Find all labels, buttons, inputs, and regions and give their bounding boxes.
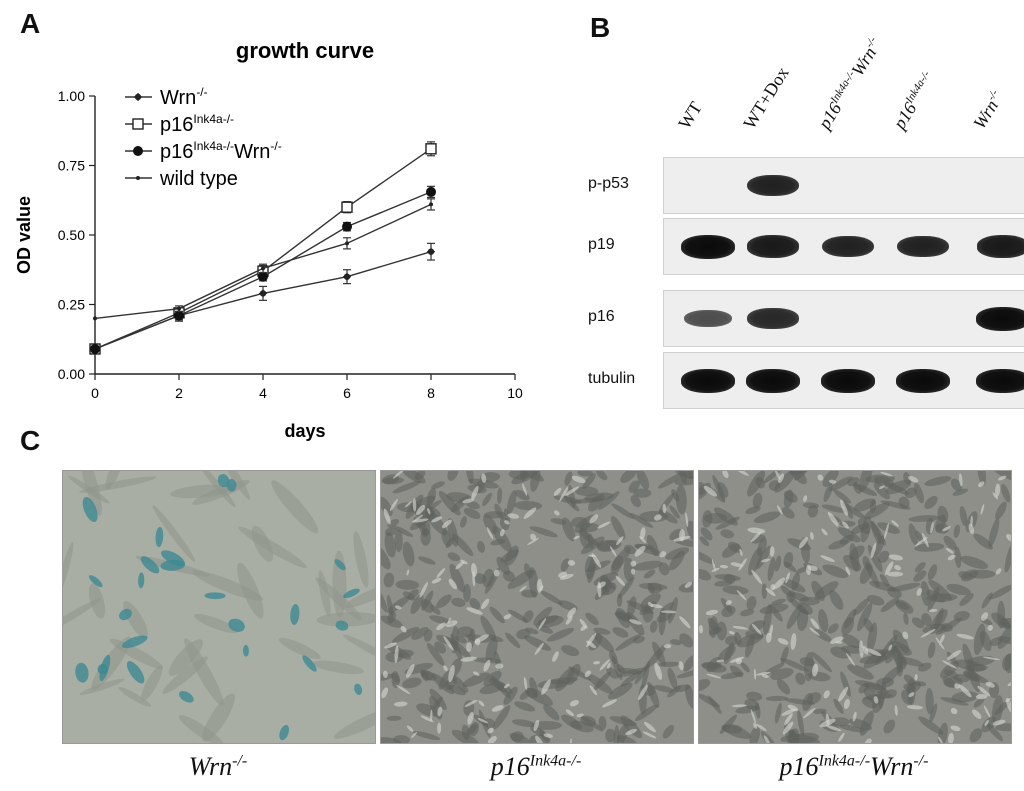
y-tick-label: 0.50 [58,227,85,243]
lane-label: WT+Dox [739,63,793,133]
legend-marker [136,176,140,180]
blot-strip [663,352,1024,409]
data-point [177,306,181,311]
blot-band [976,368,1024,393]
data-point [426,186,436,197]
x-tick-label: 2 [175,385,183,401]
blot-band [897,235,949,258]
blot-band [822,235,874,258]
blot-strip [663,157,1024,214]
blot-row-label: tubulin [588,369,636,387]
blot-band [747,307,799,330]
blot-band [681,368,735,393]
lane-label: p16Ink4a-/- [889,68,933,133]
lane-label: p16Ink4a-/-Wrn-/- [814,34,881,133]
y-tick-label: 0.75 [58,158,85,174]
data-point [261,266,265,271]
legend-entry: Wrn-/- [160,85,208,109]
micrograph-image [62,470,376,744]
panel-label-a: A [20,8,41,39]
data-point [341,201,353,213]
data-point [258,271,268,282]
legend-entry: wild type [159,168,238,190]
blot-band [746,235,800,258]
x-tick-label: 6 [343,385,351,401]
panel-label-b: B [590,12,611,43]
blot-band [747,174,799,197]
legend-marker [132,118,144,130]
lane-label: WT [674,98,706,133]
series-line [94,148,432,350]
blot-band [681,234,735,259]
western-blot-panel: WT WT+Dox p16Ink4a-/-Wrn-/- p16Ink4a-/- Wrn-… [570,35,1024,440]
legend-entry: p16Ink4a-/-Wrn-/- [160,139,282,163]
legend-entry: p16Ink4a-/- [160,112,234,136]
blot-row-label: p19 [588,235,615,253]
blot-band [976,306,1024,331]
micrograph-caption: p16Ink4a-/-Wrn-/- [779,752,929,781]
blot-band [821,368,875,393]
legend-marker [134,93,142,101]
x-tick-label: 4 [259,385,267,401]
blot-strip [663,218,1024,275]
data-point [345,241,349,246]
data-point [174,310,184,321]
legend-marker [133,146,143,156]
blot-row-label: p-p53 [588,174,629,192]
lane-label: Wrn-/- [969,87,1003,133]
data-point [343,272,351,281]
y-axis-label: OD value [14,196,34,274]
blot-row-label: p16 [588,307,615,325]
blot-band [896,368,950,393]
data-point [90,343,100,354]
x-axis-label: days [284,421,325,441]
y-tick-label: 0.00 [58,366,85,382]
micrograph-caption: Wrn-/- [188,752,248,781]
data-point [425,143,437,155]
blot-band [746,368,800,393]
micrograph-image [698,470,1012,744]
series-line [94,203,432,320]
x-tick-label: 0 [91,385,99,401]
data-point [342,221,352,232]
x-tick-label: 10 [507,385,523,401]
y-tick-label: 1.00 [58,88,85,104]
x-tick-label: 8 [427,385,435,401]
data-point [93,316,97,321]
growth-curve-chart: growth curve days OD value 0 2 4 6 8 10 0.00 0.… [14,38,523,441]
blot-band [684,309,732,328]
blot-band [976,235,1024,258]
data-point [259,289,267,298]
micrograph-image [380,470,694,744]
data-point [429,202,433,207]
panel-label-c: C [20,425,41,456]
micrograph-caption: p16Ink4a-/- [490,752,582,781]
blot-strip [663,290,1024,347]
data-point [427,247,435,256]
y-tick-label: 0.25 [58,297,85,313]
chart-title: growth curve [236,38,374,63]
